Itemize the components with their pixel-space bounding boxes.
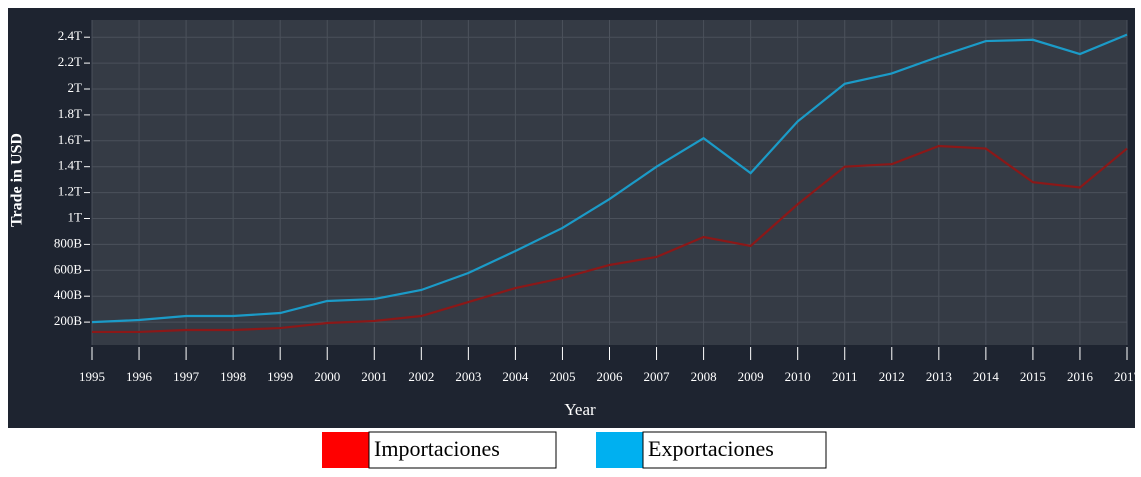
legend-swatch: [322, 432, 369, 468]
y-tick-label: 800B: [54, 235, 83, 250]
y-tick-label: 600B: [54, 261, 83, 276]
x-tick-label: 2002: [408, 369, 434, 384]
x-tick-label: 1996: [126, 369, 153, 384]
legend-box: [642, 431, 827, 469]
x-axis-title: Year: [564, 400, 596, 419]
y-tick-label: 1.2T: [58, 184, 82, 199]
x-tick-label: 2003: [455, 369, 481, 384]
x-tick-label: 2013: [926, 369, 952, 384]
x-tick-label: 1995: [79, 369, 105, 384]
x-tick-label: 2006: [597, 369, 624, 384]
series-line: [92, 144, 1128, 334]
y-tick-label: 1.6T: [58, 132, 82, 147]
legend-label: Exportaciones: [648, 436, 774, 461]
x-tick-label: 2017: [1114, 369, 1141, 384]
series-line: [91, 33, 1128, 324]
x-tick-label: 2009: [738, 369, 764, 384]
y-tick-label: 2.2T: [58, 54, 82, 69]
x-tick-label: 2012: [879, 369, 905, 384]
x-tick-label: 2016: [1067, 369, 1094, 384]
x-tick-label: 1997: [173, 369, 200, 384]
y-axis-title: Trade in USD: [9, 133, 26, 227]
x-tick-label: 2011: [832, 369, 858, 384]
y-tick-label: 2.4T: [58, 28, 82, 43]
x-tick-label: 2004: [502, 369, 529, 384]
x-tick-label: 2000: [314, 369, 340, 384]
y-tick-label: 1.8T: [58, 106, 82, 121]
x-tick-label: 1998: [220, 369, 246, 384]
x-tick-label: 2010: [785, 369, 811, 384]
legend-box: [368, 431, 557, 469]
x-tick-label: 1999: [267, 369, 293, 384]
x-tick-label: 2001: [361, 369, 387, 384]
y-tick-label: 1T: [68, 209, 83, 224]
y-tick-label: 1.4T: [58, 158, 82, 173]
legend-swatch: [596, 432, 643, 468]
legend-label: Importaciones: [374, 436, 500, 461]
x-tick-label: 2014: [973, 369, 1000, 384]
y-tick-label: 200B: [54, 313, 83, 328]
x-tick-label: 2008: [691, 369, 717, 384]
x-tick-label: 2007: [644, 369, 671, 384]
x-tick-label: 2005: [549, 369, 575, 384]
x-tick-label: 2015: [1020, 369, 1046, 384]
y-tick-label: 2T: [68, 80, 83, 95]
y-tick-label: 400B: [54, 287, 83, 302]
